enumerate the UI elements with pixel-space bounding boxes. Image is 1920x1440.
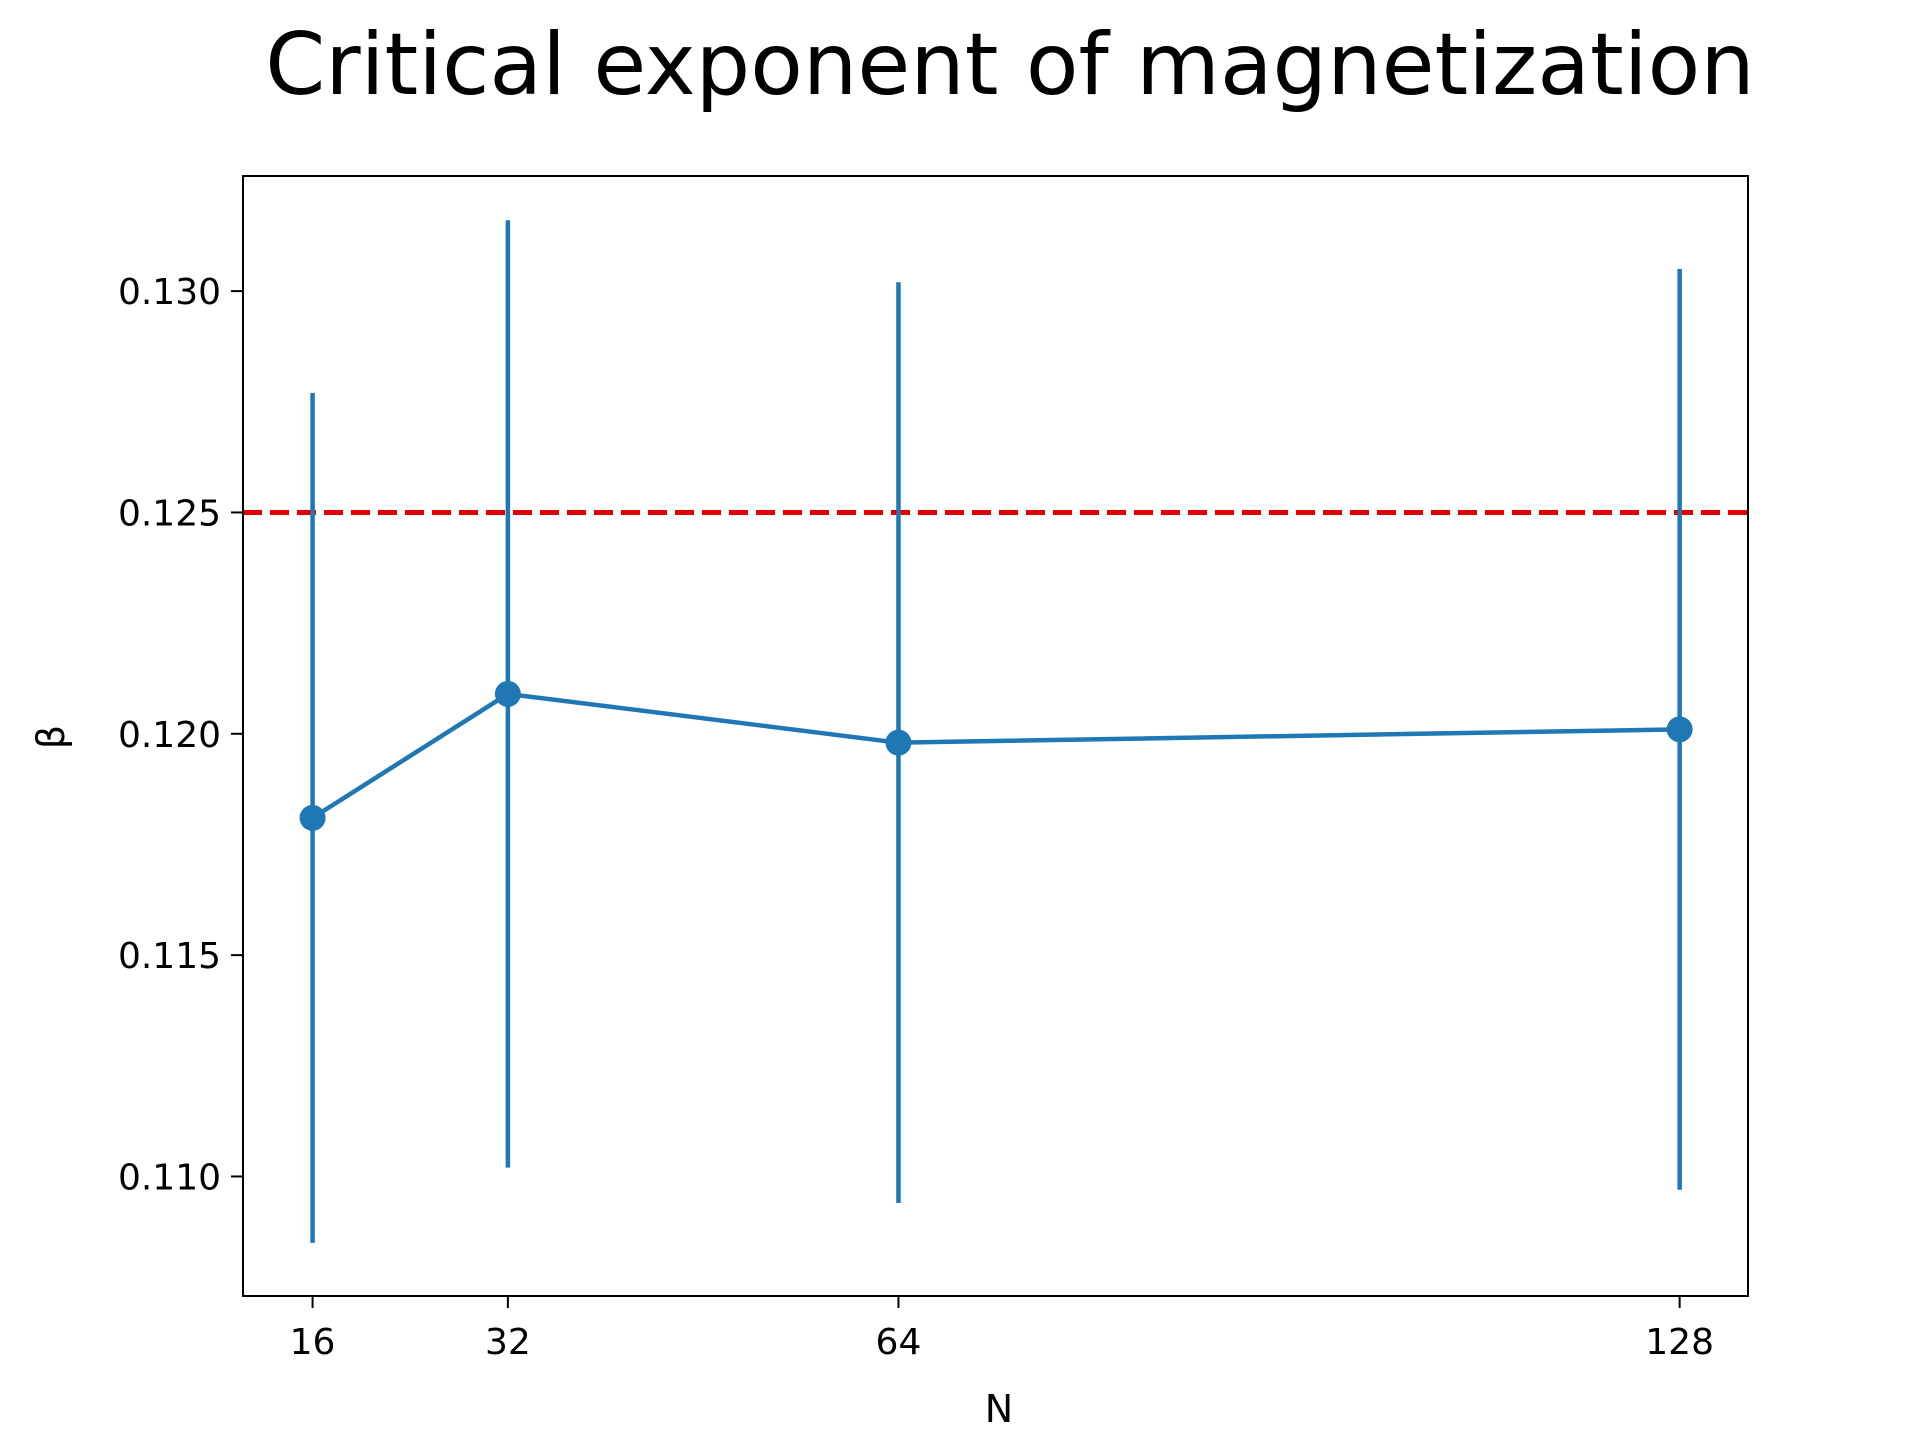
x-axis-label: N [985, 1387, 1013, 1431]
series-line-0 [311, 691, 1680, 820]
x-tick-label-2: 64 [876, 1322, 922, 1363]
plot-frame [242, 175, 1749, 1297]
x-tick-label-1: 32 [485, 1322, 531, 1363]
y-tick-label-0: 0.110 [118, 1157, 221, 1198]
y-tick-label-1: 0.115 [118, 936, 221, 977]
y-tick-label-3: 0.125 [118, 493, 221, 534]
y-tick-label-2: 0.120 [118, 715, 221, 756]
chart-title: Critical exponent of magnetization [265, 15, 1755, 115]
data-point-0-0 [299, 804, 326, 831]
y-axis-label: β [29, 725, 73, 749]
y-tick-label-4: 0.130 [118, 272, 221, 313]
plot-area: 16 32 64 128 0.110 0.115 0.120 0.125 0.130 [118, 175, 1749, 1363]
data-point-0-3 [1666, 716, 1693, 743]
x-tick-label-3: 128 [1645, 1322, 1714, 1363]
x-tick-label-0: 16 [290, 1322, 336, 1363]
data-point-0-2 [885, 729, 912, 756]
data-point-0-1 [494, 680, 521, 707]
